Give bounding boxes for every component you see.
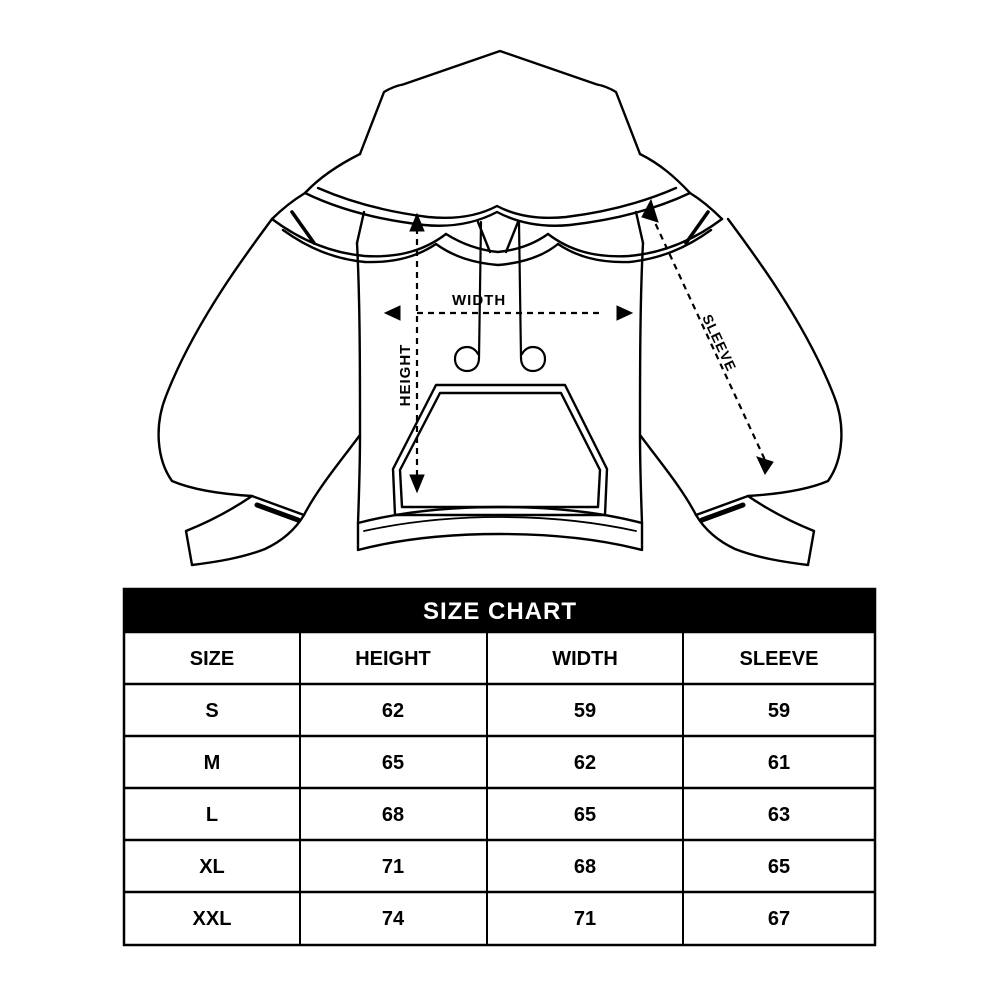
svg-text:M: M [204, 752, 221, 774]
svg-text:WIDTH: WIDTH [552, 648, 618, 670]
svg-text:65: 65 [574, 804, 596, 826]
svg-text:68: 68 [382, 804, 404, 826]
svg-text:HEIGHT: HEIGHT [397, 344, 414, 407]
svg-text:SIZE: SIZE [190, 648, 234, 670]
svg-text:62: 62 [574, 752, 596, 774]
svg-text:59: 59 [768, 700, 790, 722]
svg-text:XL: XL [199, 856, 225, 878]
svg-text:61: 61 [768, 752, 790, 774]
svg-text:59: 59 [574, 700, 596, 722]
svg-text:HEIGHT: HEIGHT [355, 648, 431, 670]
svg-text:XXL: XXL [193, 908, 232, 930]
svg-text:S: S [205, 700, 218, 722]
svg-text:SIZE CHART: SIZE CHART [423, 598, 577, 625]
svg-text:65: 65 [768, 856, 790, 878]
svg-text:SLEEVE: SLEEVE [740, 648, 819, 670]
svg-text:67: 67 [768, 908, 790, 930]
svg-text:71: 71 [574, 908, 596, 930]
svg-text:62: 62 [382, 700, 404, 722]
svg-text:63: 63 [768, 804, 790, 826]
svg-text:68: 68 [574, 856, 596, 878]
svg-text:L: L [206, 804, 218, 826]
svg-text:WIDTH: WIDTH [452, 292, 506, 309]
svg-text:71: 71 [382, 856, 404, 878]
svg-text:74: 74 [382, 908, 405, 930]
svg-text:65: 65 [382, 752, 404, 774]
